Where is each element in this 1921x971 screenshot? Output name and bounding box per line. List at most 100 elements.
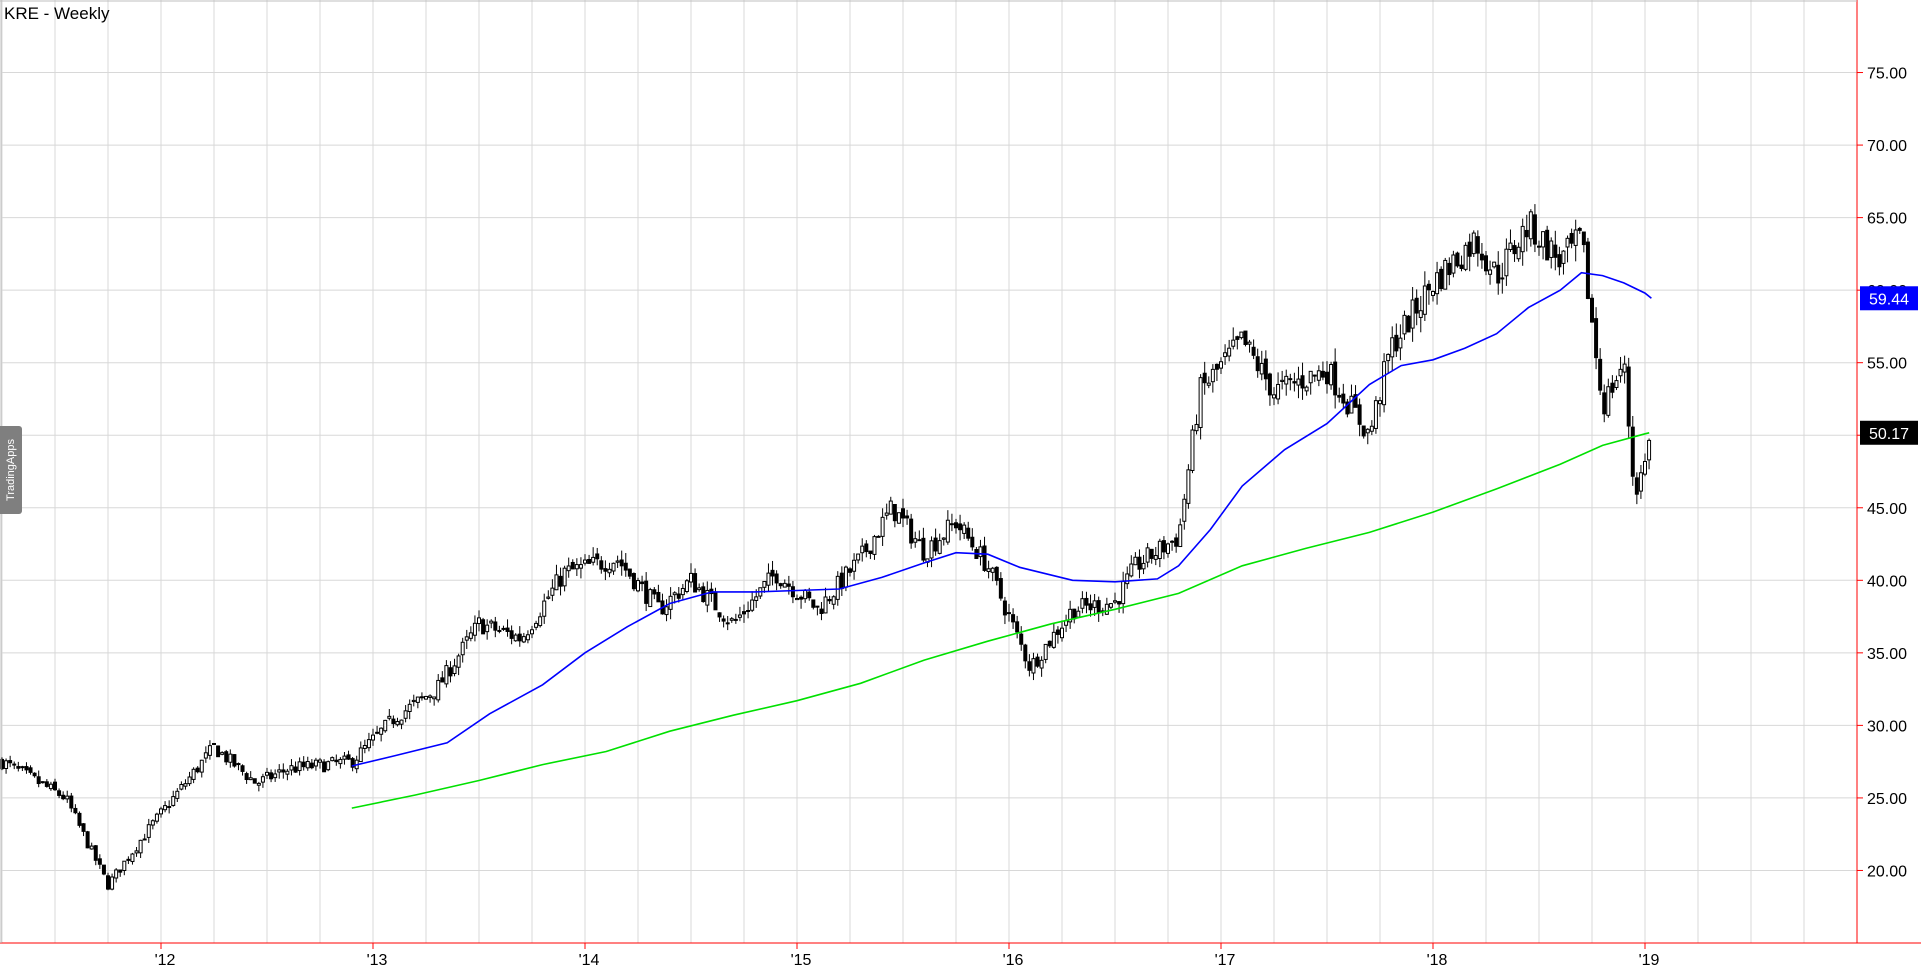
price-bar-body [65,795,70,800]
price-bar-body [1638,472,1643,492]
price-bar-body [101,864,106,875]
price-bar-body [203,752,208,759]
price-bar-body [766,572,771,586]
price-bar-body [1190,429,1195,471]
price-bar-body [57,790,62,796]
price-bar-body [578,564,583,569]
price-bar-body [1214,363,1219,370]
price-bar-body [1157,540,1162,560]
price-bar-body [1353,394,1358,408]
price-bar-body [1524,229,1529,238]
price-bar-body [1647,439,1652,461]
price-bar-body [428,695,433,698]
price-bar-body [4,760,9,770]
price-bar-body [1047,640,1052,647]
price-bar-body [1467,241,1472,257]
price-bar-body [848,568,852,573]
price-bar-body [827,598,832,602]
price-bar-body [615,560,620,563]
price-bar-body [831,596,836,605]
y-axis: 20.0025.0030.0035.0040.0045.0050.0055.00… [1857,66,1907,880]
price-bar-body [468,632,473,639]
price-bar-body [530,629,534,635]
price-bar-body [917,539,922,542]
price-bar-body [1076,610,1081,618]
price-bar-body [106,875,110,890]
x-tick-label: '14 [579,952,600,969]
price-bar-body [138,839,143,854]
price-bar-body [591,556,596,563]
price-bar-body [786,583,791,587]
price-bar-body [1019,633,1024,645]
price-bar-body [207,745,212,756]
price-bar-body [395,721,400,726]
price-bar-body [558,575,563,587]
price-bar-body [403,710,408,719]
price-bar-body [799,596,804,600]
price-bar-body [1606,386,1611,416]
price-bar-body [1553,244,1558,258]
green-moving-average-line [351,432,1650,809]
price-bar-body [1496,264,1501,284]
price-bar-body [864,543,869,553]
price-bar-body [1451,254,1456,274]
price-bar-body [1235,336,1240,340]
price-bar-body [383,719,388,732]
price-bar-body [574,564,579,570]
price-bar-body [750,599,755,611]
price-bar-body [550,587,555,596]
price-bar-body [1182,498,1187,522]
price-bar-body [1378,400,1382,405]
price-bar-body [16,766,21,769]
x-tick-label: '15 [791,952,812,969]
price-bar-body [265,771,269,776]
price-bar-body [945,519,950,543]
x-tick-label: '17 [1215,952,1236,969]
price-bar-body [485,624,490,633]
price-bar-body [1280,379,1285,382]
price-bar-body [1406,315,1411,333]
price-bar-body [1007,612,1011,615]
price-bar-body [583,559,587,564]
price-bars [0,204,1652,891]
price-bar-body [24,766,29,771]
price-bar-body [587,559,592,564]
price-bar-body [1092,600,1097,608]
price-bar-body [990,567,995,573]
price-bar-body [1561,250,1566,264]
x-axis: '12 '13 '14 '15 '16 '17 '18 '19 [155,943,1660,969]
price-bar-body [1206,382,1211,386]
price-bar-body [497,629,502,632]
price-bar-body [1161,540,1166,553]
price-bar-body [538,616,543,627]
watermark-badge: TradingApps [0,426,22,514]
price-bar-body [1117,601,1122,605]
y-tick-label: 20.00 [1867,863,1907,880]
price-bar-body [1426,283,1431,291]
price-bar-body [163,805,168,811]
price-bar-body [1443,259,1448,290]
price-bar-body [941,537,946,540]
price-bar-body [1479,253,1484,261]
price-bar-body [1630,426,1635,477]
price-bar-body [1492,261,1497,268]
price-bar-body [721,618,726,622]
price-bar-body [521,636,526,643]
price-bar-body [795,597,799,601]
last-value-tags: 59.44 50.17 [1860,286,1918,445]
price-bar-body [534,622,539,628]
price-bar-body [1386,353,1391,362]
price-bar-body [1369,425,1374,432]
price-bar-body [1055,629,1060,635]
price-bar-body [1373,400,1378,429]
price-bar-body [505,627,510,632]
price-bar-body [1300,375,1305,389]
price-bar-body [489,620,494,624]
price-bar-body [1259,362,1264,375]
price-bar-body [1422,285,1427,315]
price-bar-body [1304,386,1309,392]
price-bar-body [689,572,693,583]
price-bar-body [1292,381,1297,384]
price-bar-body [256,782,261,786]
